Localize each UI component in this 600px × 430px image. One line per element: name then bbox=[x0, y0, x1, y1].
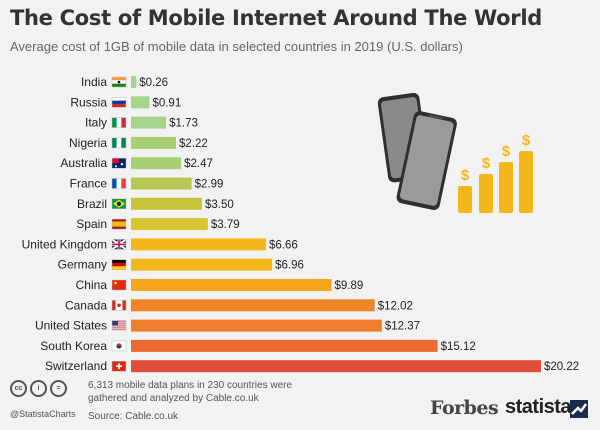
statista-handle: @StatistaCharts bbox=[10, 409, 76, 419]
no-derivatives-icon: = bbox=[50, 380, 67, 397]
flag-icon bbox=[111, 76, 127, 88]
category-label: Australia bbox=[60, 156, 107, 170]
category-label: Switzerland bbox=[45, 359, 107, 373]
bar bbox=[131, 197, 202, 210]
value-label: $2.22 bbox=[179, 138, 208, 150]
bar bbox=[131, 218, 208, 231]
category-label: Canada bbox=[65, 298, 107, 312]
category-label: United States bbox=[35, 319, 107, 333]
flag-icon bbox=[111, 97, 127, 108]
flag-icon bbox=[111, 320, 127, 331]
bar bbox=[131, 96, 150, 109]
value-label: $9.89 bbox=[335, 280, 364, 292]
coin-bar bbox=[499, 162, 513, 213]
value-label: $3.79 bbox=[211, 219, 240, 231]
flag-icon bbox=[111, 137, 127, 149]
coin-bar bbox=[519, 151, 533, 213]
chart-subtitle: Average cost of 1GB of mobile data in se… bbox=[10, 39, 463, 54]
bar-row: India $0.26 bbox=[81, 75, 168, 89]
bar-row: Switzerland $20.22 bbox=[45, 359, 579, 373]
value-label: $1.73 bbox=[169, 118, 198, 130]
flag-icon bbox=[111, 360, 127, 372]
value-label: $0.91 bbox=[152, 97, 181, 109]
category-label: Nigeria bbox=[69, 136, 107, 150]
flag-icon bbox=[111, 117, 127, 128]
category-label: United Kingdom bbox=[22, 237, 107, 251]
bar bbox=[131, 136, 177, 149]
bar-row: Russia $0.91 bbox=[70, 95, 181, 109]
category-label: India bbox=[81, 75, 107, 89]
bar-row: France $2.99 bbox=[70, 177, 224, 191]
value-label: $20.22 bbox=[544, 361, 579, 373]
flag-icon bbox=[111, 198, 127, 210]
value-label: $12.37 bbox=[385, 321, 420, 333]
bar bbox=[131, 339, 438, 352]
bar bbox=[131, 258, 273, 271]
category-label: China bbox=[76, 278, 108, 292]
category-label: Brazil bbox=[77, 197, 107, 211]
value-label: $3.50 bbox=[205, 199, 234, 211]
dollar-icon: $ bbox=[502, 143, 511, 160]
bar-row: China $9.89 bbox=[76, 278, 364, 292]
coin-bar bbox=[458, 186, 472, 213]
bar bbox=[131, 177, 192, 190]
category-label: Germany bbox=[58, 258, 107, 272]
bar bbox=[131, 360, 541, 373]
smartphones-illustration: $ $ $ $ bbox=[377, 92, 533, 213]
bar bbox=[131, 319, 382, 332]
statista-logo: statista bbox=[505, 396, 572, 418]
flag-icon bbox=[111, 279, 127, 291]
bar-row: United Kingdom $6.66 bbox=[22, 237, 298, 251]
bar bbox=[131, 299, 375, 312]
bar bbox=[131, 279, 332, 291]
bar bbox=[131, 76, 137, 88]
flag-icon bbox=[111, 218, 127, 230]
value-label: $2.47 bbox=[184, 158, 213, 170]
bar-row: Australia $2.47 bbox=[60, 156, 213, 170]
category-label: Italy bbox=[85, 116, 107, 130]
value-label: $2.99 bbox=[195, 179, 224, 191]
flag-icon bbox=[111, 340, 127, 352]
value-label: $12.02 bbox=[378, 300, 413, 312]
flag-icon bbox=[111, 300, 127, 311]
statista-logo-icon bbox=[570, 400, 588, 418]
phone-icon bbox=[396, 111, 457, 210]
forbes-logo: Forbes bbox=[430, 397, 499, 419]
dollar-icon: $ bbox=[461, 167, 470, 184]
value-label: $15.12 bbox=[441, 341, 476, 353]
bar-row: Nigeria $2.22 bbox=[69, 136, 208, 150]
value-label: $6.96 bbox=[275, 260, 304, 272]
coin-bar bbox=[479, 174, 493, 213]
bar bbox=[131, 116, 167, 129]
bar-row: United States $12.37 bbox=[35, 319, 420, 333]
flag-icon bbox=[111, 157, 127, 169]
bar bbox=[131, 238, 267, 251]
footer-note: 6,313 mobile data plans in 230 countries… bbox=[88, 380, 293, 404]
bar-row: Germany $6.96 bbox=[58, 258, 304, 272]
value-label: $6.66 bbox=[269, 239, 298, 251]
bar-row: South Korea $15.12 bbox=[40, 339, 475, 353]
bar-row: Brazil $3.50 bbox=[77, 197, 234, 211]
bar-row: Italy $1.73 bbox=[85, 116, 198, 130]
attribution-icon: i bbox=[30, 380, 47, 397]
category-label: France bbox=[70, 177, 108, 191]
bar-row: Canada $12.02 bbox=[65, 298, 413, 312]
bar-row: Spain $3.79 bbox=[76, 217, 239, 231]
category-label: Spain bbox=[76, 217, 107, 231]
dollar-icon: $ bbox=[522, 132, 531, 149]
bar bbox=[131, 157, 182, 170]
creative-commons-icon: cc bbox=[10, 380, 27, 397]
footer-source: Source: Cable.co.uk bbox=[88, 411, 179, 422]
dollar-icon: $ bbox=[482, 155, 491, 172]
flag-icon bbox=[111, 238, 127, 251]
value-label: $0.26 bbox=[139, 77, 168, 89]
flag-icon bbox=[111, 178, 127, 189]
license-icons: cc i = bbox=[10, 380, 67, 397]
category-label: Russia bbox=[70, 95, 107, 109]
category-label: South Korea bbox=[40, 339, 107, 353]
chart-title: The Cost of Mobile Internet Around The W… bbox=[10, 6, 542, 30]
flag-icon bbox=[111, 259, 127, 270]
